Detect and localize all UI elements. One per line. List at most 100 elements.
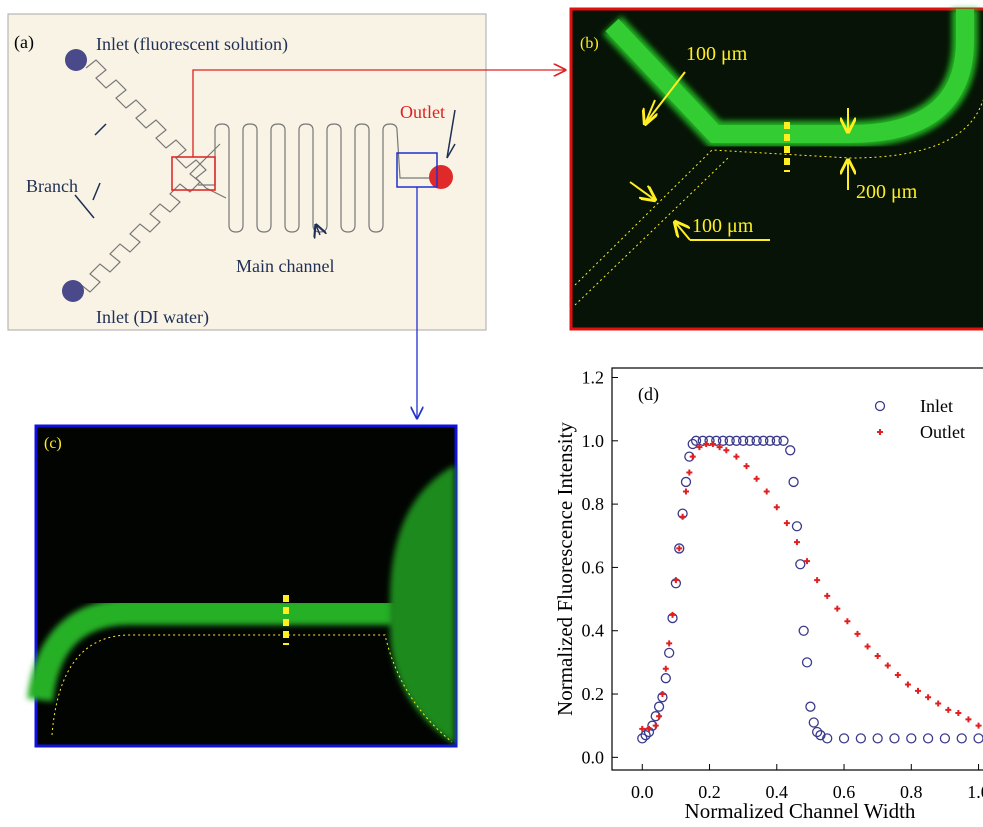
point [687,438,698,450]
legend-marker [874,400,886,412]
dimension: 200 μm [856,181,918,203]
point [666,640,673,647]
point [711,435,722,446]
point [824,592,831,599]
point [717,435,729,446]
point [662,665,669,672]
point [798,625,809,636]
point [922,733,934,744]
point [791,521,803,532]
point [925,694,932,701]
dimension: 100 μm [686,43,748,65]
point [672,577,679,584]
dim-arrow [675,222,770,241]
point [738,435,749,446]
label: Branch [26,176,78,196]
pointer [74,143,456,235]
point [795,559,806,570]
micrograph [34,424,458,748]
channel-flow [27,599,395,702]
point [723,447,730,454]
pointer [94,109,456,159]
panel-a: (a) Inlet (fluorescent solution) Branch … [7,13,565,418]
point [659,691,666,698]
point [753,475,760,482]
legend-label: Outlet [920,422,965,442]
legend-marker [877,429,883,435]
y-tick-label: 1.0 [582,431,605,451]
chart: 0.0 0.2 0.4 0.6 0.8 1.0 0.0 0.2 0.4 0.6 0.8 1.0 1.2 N… [553,367,983,823]
point [676,545,683,552]
dimension: 100 μm [692,215,754,237]
point [704,435,715,446]
point [915,687,922,694]
point [660,673,671,684]
point [758,435,769,446]
panel-label: (c) [44,435,62,452]
panel-c: (c) [27,424,458,748]
point [793,539,800,546]
point [973,733,983,744]
point [975,722,982,729]
y-tick-label: 0.4 [582,621,605,641]
point [811,726,823,738]
point [773,504,780,511]
point [640,730,651,741]
point [674,543,685,554]
x-tick-label: 0.4 [766,782,789,802]
point [904,681,911,688]
point [874,653,881,660]
point [955,710,962,717]
point [804,558,811,565]
x-tick-label: 1.0 [967,782,983,802]
y-tick-label: 1.2 [582,367,605,387]
y-tick-label: 0.2 [582,684,605,704]
point [814,577,821,584]
channel-wall [574,157,729,306]
point [743,463,750,470]
point [682,488,689,495]
point [689,453,696,460]
x-tick-label: 0.0 [631,782,654,802]
point [771,435,782,446]
panel-b: (b) 100 μm 200 μm 100 μm [569,7,983,331]
point [690,435,702,446]
panel-label: (d) [638,384,659,405]
point [834,605,841,612]
point [686,469,693,476]
point [801,657,813,668]
point [733,453,740,460]
point [653,701,665,712]
point [763,488,770,495]
point [894,672,901,679]
point [778,435,789,446]
inlet-port [65,49,87,71]
plot-frame [611,367,983,771]
channel-wall [51,634,453,743]
x-tick-label: 0.8 [900,782,923,802]
point [939,733,951,744]
dim-arrow [629,181,655,200]
panel-label: (b) [580,35,599,52]
y-tick-label: 0.8 [582,494,605,514]
point [703,440,710,447]
link-arrow [192,70,565,157]
panel-label: (a) [14,32,34,53]
point [889,733,900,744]
point [872,733,883,744]
x-tick-label: 0.6 [833,782,856,802]
point [696,444,703,451]
point [645,725,652,732]
point [716,444,723,451]
point [884,662,891,669]
point [680,476,692,488]
point [785,445,796,456]
point [844,618,851,625]
point [822,733,833,744]
point [669,611,676,618]
label: Outlet [400,102,445,122]
y-axis-title: Normalized Fluorescence Intensity [553,422,577,716]
point [764,435,776,446]
